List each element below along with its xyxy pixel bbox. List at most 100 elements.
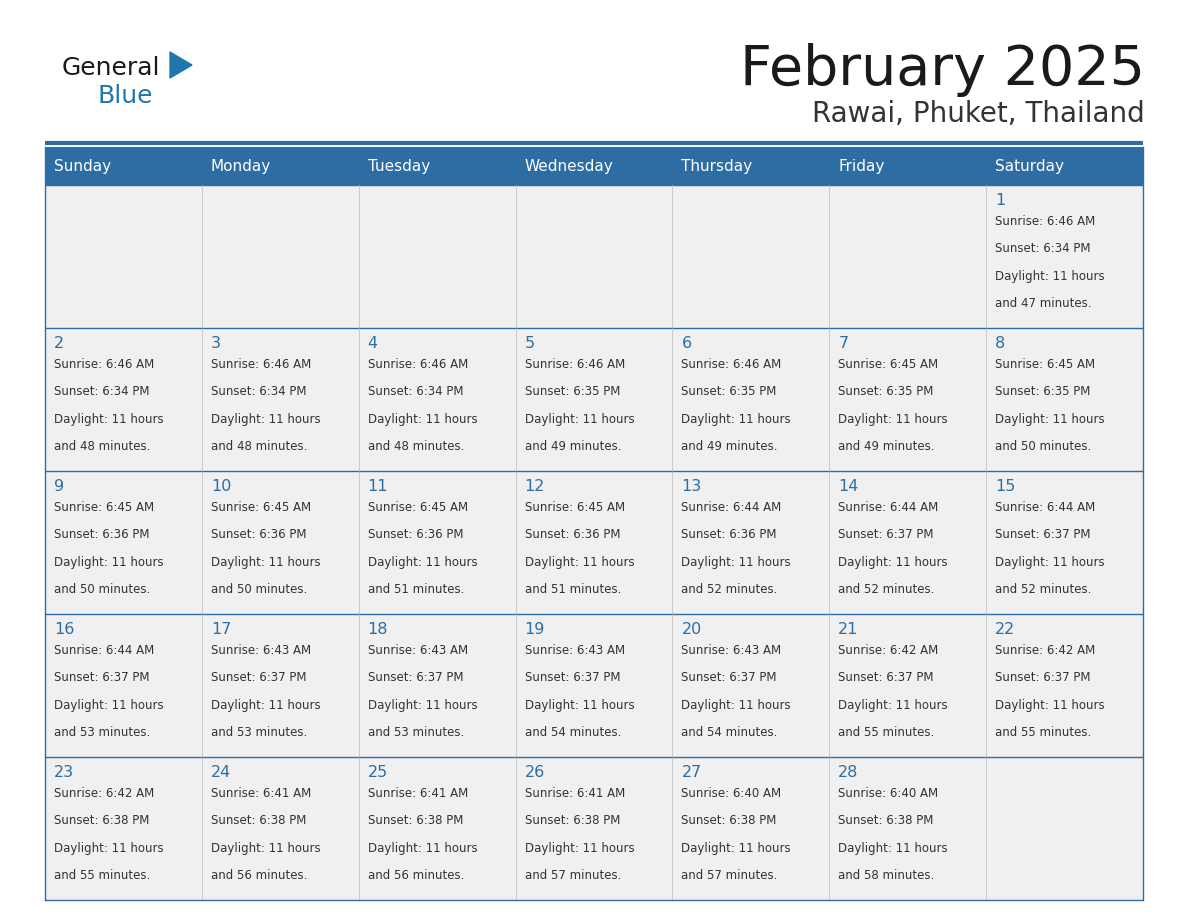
Text: 3: 3 [210,336,221,351]
Bar [45,757,202,900]
Text: Sunset: 6:37 PM: Sunset: 6:37 PM [368,671,463,685]
Text: Sunset: 6:35 PM: Sunset: 6:35 PM [525,386,620,398]
Bar [829,471,986,614]
Bar [202,757,359,900]
Text: Daylight: 11 hours: Daylight: 11 hours [368,555,478,569]
Text: Daylight: 11 hours: Daylight: 11 hours [210,555,321,569]
Text: Daylight: 11 hours: Daylight: 11 hours [368,699,478,711]
Text: and 56 minutes.: and 56 minutes. [368,869,465,882]
Text: Daylight: 11 hours: Daylight: 11 hours [210,842,321,855]
Text: 25: 25 [368,765,388,780]
Bar [45,147,202,185]
Bar [672,614,829,757]
Text: Daylight: 11 hours: Daylight: 11 hours [682,555,791,569]
Text: Daylight: 11 hours: Daylight: 11 hours [682,842,791,855]
Text: Daylight: 11 hours: Daylight: 11 hours [839,555,948,569]
Bar [202,471,359,614]
Text: 5: 5 [525,336,535,351]
Text: and 54 minutes.: and 54 minutes. [682,726,778,739]
Text: Saturday: Saturday [996,159,1064,174]
Text: Sunset: 6:36 PM: Sunset: 6:36 PM [210,529,307,542]
Text: and 57 minutes.: and 57 minutes. [682,869,778,882]
Text: Sunset: 6:37 PM: Sunset: 6:37 PM [525,671,620,685]
Text: Daylight: 11 hours: Daylight: 11 hours [996,699,1105,711]
Text: and 51 minutes.: and 51 minutes. [368,583,465,596]
Text: Sunset: 6:38 PM: Sunset: 6:38 PM [839,814,934,827]
Text: Sunrise: 6:45 AM: Sunrise: 6:45 AM [839,358,939,371]
Bar [829,614,986,757]
Text: and 58 minutes.: and 58 minutes. [839,869,935,882]
Bar [202,614,359,757]
Text: 1: 1 [996,193,1005,208]
Bar [672,471,829,614]
Text: Friday: Friday [839,159,885,174]
Bar [45,471,202,614]
Text: Sunrise: 6:41 AM: Sunrise: 6:41 AM [368,787,468,800]
Text: and 47 minutes.: and 47 minutes. [996,297,1092,310]
Bar [986,147,1143,185]
Bar [672,185,829,328]
Bar [516,328,672,471]
Text: 18: 18 [368,622,388,637]
Text: Sunrise: 6:42 AM: Sunrise: 6:42 AM [996,644,1095,657]
Text: 24: 24 [210,765,232,780]
Text: and 51 minutes.: and 51 minutes. [525,583,621,596]
Bar [672,328,829,471]
Text: Sunrise: 6:43 AM: Sunrise: 6:43 AM [210,644,311,657]
Text: Daylight: 11 hours: Daylight: 11 hours [996,413,1105,426]
Text: 7: 7 [839,336,848,351]
Text: General: General [62,56,160,80]
Bar [829,185,986,328]
Text: Sunset: 6:37 PM: Sunset: 6:37 PM [839,671,934,685]
Text: 17: 17 [210,622,232,637]
Text: Thursday: Thursday [682,159,752,174]
Text: Sunrise: 6:46 AM: Sunrise: 6:46 AM [53,358,154,371]
Bar [672,757,829,900]
Text: Sunrise: 6:46 AM: Sunrise: 6:46 AM [682,358,782,371]
Bar [516,471,672,614]
Text: Sunrise: 6:44 AM: Sunrise: 6:44 AM [53,644,154,657]
Bar [202,185,359,328]
Text: and 49 minutes.: and 49 minutes. [525,440,621,453]
Text: and 53 minutes.: and 53 minutes. [368,726,465,739]
Text: Sunset: 6:38 PM: Sunset: 6:38 PM [53,814,150,827]
Text: and 48 minutes.: and 48 minutes. [210,440,308,453]
Text: Daylight: 11 hours: Daylight: 11 hours [682,699,791,711]
Bar [359,328,516,471]
Bar [986,757,1143,900]
Text: 2: 2 [53,336,64,351]
Text: Sunrise: 6:41 AM: Sunrise: 6:41 AM [210,787,311,800]
Text: 20: 20 [682,622,702,637]
Text: Daylight: 11 hours: Daylight: 11 hours [53,699,164,711]
Text: Daylight: 11 hours: Daylight: 11 hours [53,555,164,569]
Text: Daylight: 11 hours: Daylight: 11 hours [996,555,1105,569]
Text: Sunset: 6:35 PM: Sunset: 6:35 PM [682,386,777,398]
Text: Sunrise: 6:40 AM: Sunrise: 6:40 AM [839,787,939,800]
Text: Daylight: 11 hours: Daylight: 11 hours [682,413,791,426]
Bar [516,614,672,757]
Bar [45,328,202,471]
Text: Daylight: 11 hours: Daylight: 11 hours [525,413,634,426]
Text: Daylight: 11 hours: Daylight: 11 hours [368,842,478,855]
Text: Sunset: 6:36 PM: Sunset: 6:36 PM [525,529,620,542]
Text: Daylight: 11 hours: Daylight: 11 hours [210,413,321,426]
Bar [986,614,1143,757]
Text: Sunrise: 6:46 AM: Sunrise: 6:46 AM [996,215,1095,228]
Text: and 54 minutes.: and 54 minutes. [525,726,621,739]
Text: Daylight: 11 hours: Daylight: 11 hours [839,699,948,711]
Text: Sunset: 6:37 PM: Sunset: 6:37 PM [839,529,934,542]
Text: 12: 12 [525,479,545,494]
Text: Sunrise: 6:43 AM: Sunrise: 6:43 AM [368,644,468,657]
Text: Sunset: 6:37 PM: Sunset: 6:37 PM [682,671,777,685]
Text: 9: 9 [53,479,64,494]
Text: and 56 minutes.: and 56 minutes. [210,869,308,882]
Bar [202,147,359,185]
Text: Sunset: 6:38 PM: Sunset: 6:38 PM [682,814,777,827]
Text: Sunrise: 6:41 AM: Sunrise: 6:41 AM [525,787,625,800]
Text: Sunrise: 6:43 AM: Sunrise: 6:43 AM [525,644,625,657]
Text: 26: 26 [525,765,545,780]
Text: and 49 minutes.: and 49 minutes. [839,440,935,453]
Text: 22: 22 [996,622,1016,637]
Bar [202,328,359,471]
Text: Sunrise: 6:46 AM: Sunrise: 6:46 AM [368,358,468,371]
